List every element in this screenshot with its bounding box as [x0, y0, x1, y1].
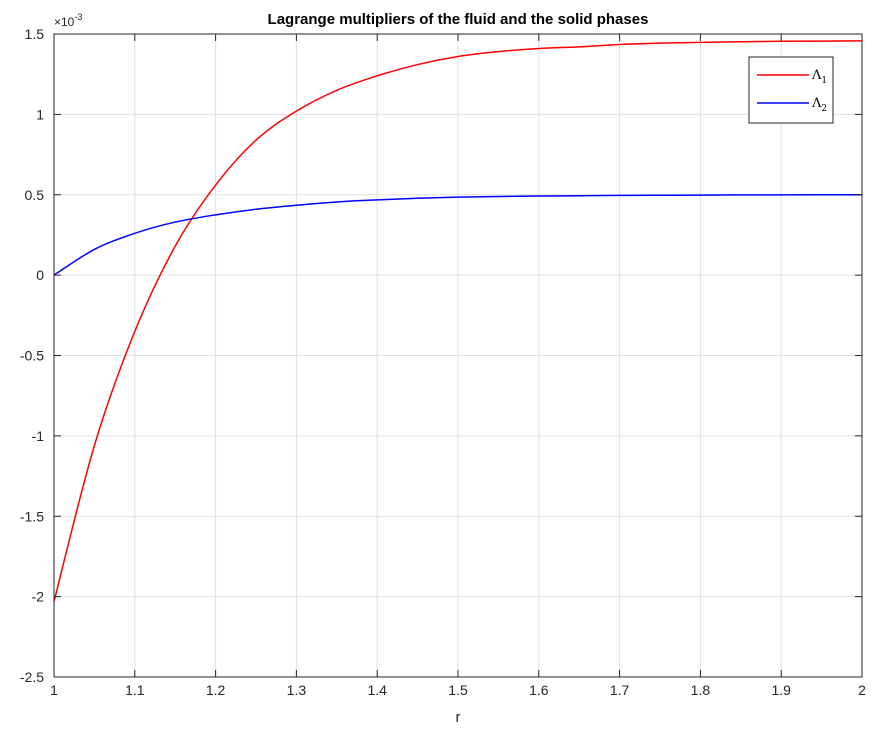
y-tick-label: -2: [32, 589, 45, 605]
y-tick-label: -1.5: [20, 508, 44, 524]
tick-labels: 1 1.1 1.2 1.3 1.4 1.5 1.6 1.7 1.8 1.9 2 -2.5 -2 -1.5 -…: [20, 26, 866, 698]
x-tick-label: 1.9: [771, 682, 791, 698]
y-tick-label: -1: [32, 428, 45, 444]
y-tick-label: 1: [36, 106, 44, 122]
y-axis-exponent: ×10-3: [54, 12, 82, 29]
legend-symbol-lambda2: Λ: [811, 96, 822, 111]
x-tick-label: 1.2: [206, 682, 226, 698]
axis-ticks: [53, 33, 863, 678]
legend-symbol-lambda1: Λ: [811, 68, 822, 83]
series-line-lambda1: [53, 40, 863, 602]
x-tick-label: 1.3: [287, 682, 307, 698]
legend-subscript-lambda2: 2: [821, 104, 827, 114]
legend: Λ1 Λ2: [748, 56, 834, 124]
y-tick-label: 0: [36, 267, 44, 283]
x-tick-label: 2: [858, 682, 866, 698]
y-tick-label: -2.5: [20, 669, 44, 685]
x-tick-label: 1.4: [367, 682, 387, 698]
y-exponent-base: ×10: [54, 15, 75, 29]
x-tick-label: 1.1: [125, 682, 145, 698]
x-tick-label: 1.8: [691, 682, 711, 698]
y-tick-label: 1.5: [25, 26, 45, 42]
y-tick-label: -0.5: [20, 348, 44, 364]
legend-box: [748, 56, 834, 124]
y-exponent-power: -3: [74, 12, 82, 22]
legend-subscript-lambda1: 1: [821, 76, 827, 86]
legend-label-lambda2: Λ2: [811, 96, 827, 114]
x-tick-label: 1.7: [610, 682, 630, 698]
chart-title: Lagrange multipliers of the fluid and th…: [268, 11, 649, 28]
series-layer: [53, 40, 863, 602]
series-line-lambda2: [53, 194, 863, 276]
x-axis-label: r: [456, 709, 461, 726]
x-tick-label: 1.5: [448, 682, 468, 698]
legend-label-lambda1: Λ1: [811, 68, 827, 86]
x-tick-label: 1: [50, 682, 58, 698]
x-tick-label: 1.6: [529, 682, 549, 698]
y-tick-label: 0.5: [25, 187, 45, 203]
